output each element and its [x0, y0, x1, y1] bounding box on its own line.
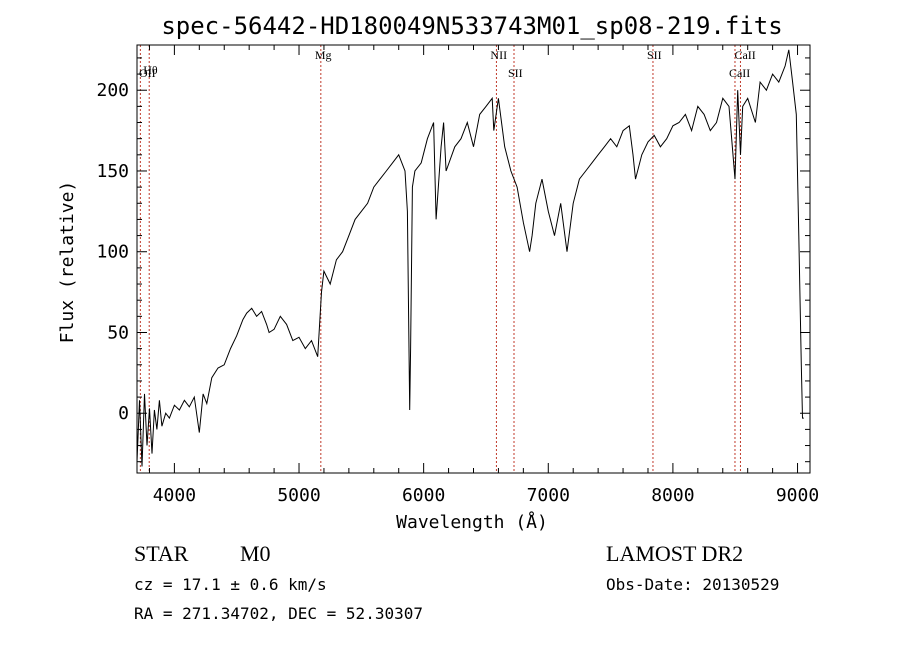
- x-tick-label: 5000: [277, 485, 320, 506]
- obs-date-text: Obs-Date: 20130529: [606, 575, 779, 594]
- line-marker-label: OII: [139, 66, 156, 80]
- x-tick-label: 8000: [651, 485, 694, 506]
- redshift-text: cz = 17.1 ± 0.6 km/s: [134, 575, 327, 594]
- subclass-label: M0: [240, 541, 271, 566]
- y-tick-label: 0: [118, 403, 129, 424]
- x-tick-label: 6000: [402, 485, 445, 506]
- x-tick-label: 7000: [527, 485, 570, 506]
- line-marker-label: Hθ: [143, 63, 158, 77]
- y-tick-label: 200: [96, 80, 129, 101]
- y-tick-label: 50: [107, 322, 129, 343]
- coordinates-text: RA = 271.34702, DEC = 52.30307: [134, 604, 423, 623]
- spectrum-line: [136, 49, 804, 467]
- line-marker-label: SII: [508, 66, 523, 80]
- class-label: STAR: [134, 541, 189, 566]
- line-marker-label: Mg: [315, 48, 332, 62]
- line-marker-label: CaII: [729, 66, 750, 80]
- line-marker-label: SII: [647, 48, 662, 62]
- x-tick-label: 4000: [153, 485, 196, 506]
- plot-frame: [136, 44, 811, 474]
- x-axis-label: Wavelength (Å): [396, 511, 548, 533]
- line-marker-label: NII: [490, 48, 507, 62]
- y-axis-label: Flux (relative): [57, 181, 78, 344]
- line-marker-label: CaII: [734, 48, 755, 62]
- chart-title: spec-56442-HD180049N533743M01_sp08-219.f…: [161, 12, 782, 40]
- axis-layer: 4000 5000 6000 7000 8000 9000 0 50 100 150 200: [96, 45, 819, 506]
- x-tick-label: 9000: [776, 485, 819, 506]
- y-tick-label: 150: [96, 161, 129, 182]
- y-tick-label: 100: [96, 242, 129, 263]
- survey-label: LAMOST DR2: [606, 541, 743, 566]
